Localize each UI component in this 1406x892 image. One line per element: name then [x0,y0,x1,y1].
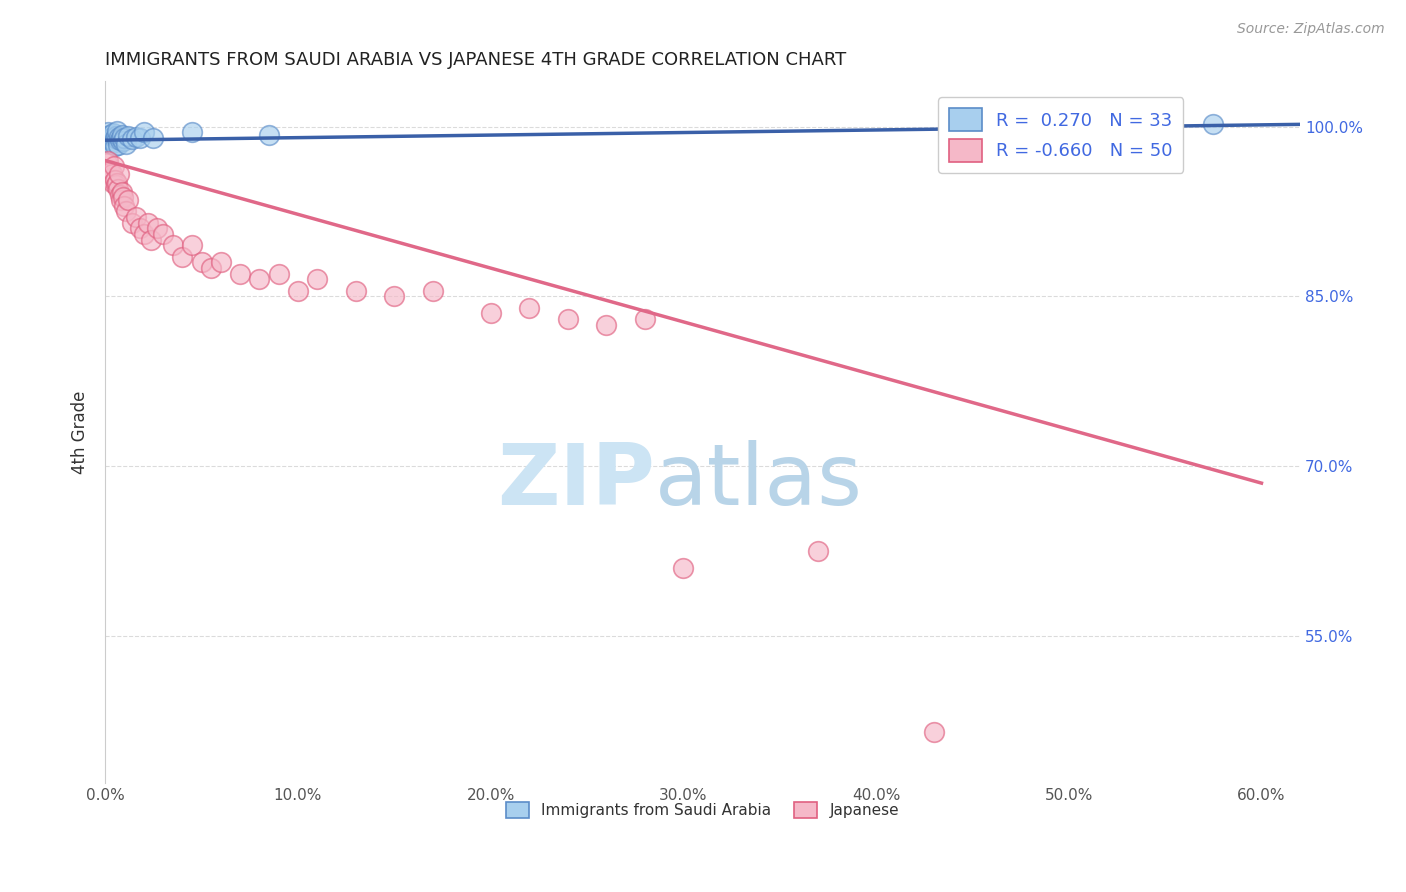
Point [111,134,134,148]
Point [104,139,127,153]
Point [107,129,129,144]
Point [110,128,132,142]
Point [108,133,131,147]
Point [200,261,222,276]
Point [104,178,127,193]
Point [117,128,139,143]
Point [101,134,124,148]
Point [115,136,138,151]
Point [209,255,232,269]
Point [101,167,124,181]
Point [162,238,184,252]
Point [307,272,329,286]
Point [672,561,695,575]
Point [595,318,617,332]
Point [98,133,121,147]
Point [108,187,131,202]
Point [181,238,204,252]
Legend: Immigrants from Saudi Arabia, Japanese: Immigrants from Saudi Arabia, Japanese [501,797,905,824]
Text: IMMIGRANTS FROM SAUDI ARABIA VS JAPANESE 4TH GRADE CORRELATION CHART: IMMIGRANTS FROM SAUDI ARABIA VS JAPANESE… [105,51,846,69]
Point [142,131,165,145]
Point [98,162,121,177]
Point [152,227,174,241]
Text: atlas: atlas [655,440,863,523]
Point [114,199,136,213]
Point [807,544,830,558]
Point [98,131,121,145]
Point [105,176,128,190]
Point [100,165,122,179]
Point [136,216,159,230]
Point [107,182,129,196]
Point [98,128,121,142]
Point [110,193,132,207]
Point [129,131,152,145]
Point [104,131,127,145]
Point [479,306,502,320]
Point [172,250,194,264]
Point [181,125,204,139]
Point [247,272,270,286]
Point [115,204,138,219]
Point [100,131,122,145]
Text: ZIP: ZIP [498,440,655,523]
Point [229,267,252,281]
Point [190,255,212,269]
Point [922,725,945,739]
Point [101,127,124,141]
Point [125,210,148,224]
Point [96,128,118,143]
Point [107,137,129,152]
Point [1202,117,1225,131]
Point [97,125,120,139]
Point [121,216,143,230]
Point [132,227,155,241]
Point [100,136,122,151]
Point [146,221,169,235]
Point [110,186,132,200]
Point [97,153,120,168]
Point [105,132,128,146]
Point [117,193,139,207]
Point [98,170,121,185]
Point [517,301,540,315]
Point [103,136,125,150]
Point [267,267,290,281]
Point [96,156,118,170]
Point [125,129,148,144]
Y-axis label: 4th Grade: 4th Grade [72,391,89,474]
Point [257,128,280,142]
Point [129,221,152,235]
Text: Source: ZipAtlas.com: Source: ZipAtlas.com [1237,22,1385,37]
Point [287,284,309,298]
Point [422,284,444,298]
Point [114,131,136,145]
Point [104,128,127,143]
Point [634,312,657,326]
Point [557,312,579,326]
Point [132,125,155,139]
Point [110,131,132,145]
Point [121,132,143,146]
Point [104,173,127,187]
Point [103,159,125,173]
Point [382,289,405,303]
Point [141,233,163,247]
Point [105,124,128,138]
Point [107,167,129,181]
Point [111,190,134,204]
Point [101,176,124,190]
Point [344,284,367,298]
Point [101,129,124,144]
